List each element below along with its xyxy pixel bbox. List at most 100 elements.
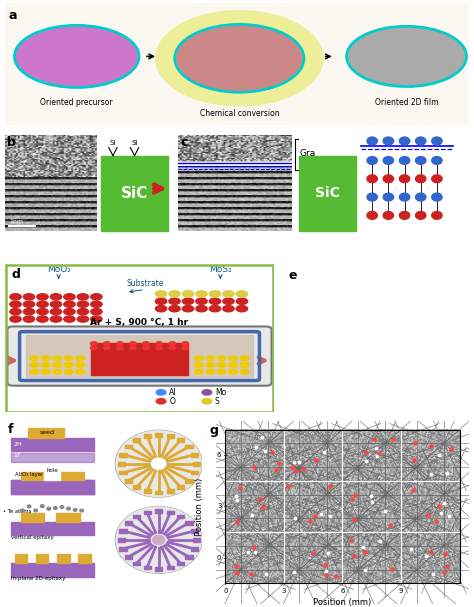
Point [317, 350, 324, 359]
Point [407, 299, 415, 308]
Point [435, 450, 442, 459]
Point [420, 300, 428, 310]
Circle shape [432, 211, 442, 219]
Circle shape [229, 369, 237, 374]
Point [424, 510, 431, 520]
Circle shape [130, 342, 136, 345]
Point [258, 432, 266, 441]
Ellipse shape [16, 27, 137, 86]
Point [394, 273, 401, 282]
Text: d: d [11, 268, 20, 281]
Text: MoS₂: MoS₂ [209, 265, 232, 274]
Point [347, 535, 355, 545]
Text: 2H: 2H [13, 442, 22, 447]
Point [303, 382, 310, 392]
Point [404, 359, 412, 368]
Point [331, 368, 338, 378]
Text: SiC: SiC [315, 186, 340, 200]
Bar [10, 563, 93, 577]
Bar [10, 453, 93, 462]
Point [419, 373, 426, 382]
Circle shape [23, 294, 35, 300]
Point [460, 328, 467, 337]
Bar [118, 462, 125, 466]
Circle shape [50, 294, 62, 300]
Point [329, 296, 337, 305]
Circle shape [80, 509, 83, 512]
Point [441, 376, 448, 385]
Point [449, 307, 456, 316]
Point [323, 264, 330, 274]
Point [436, 392, 443, 402]
Point [351, 293, 358, 302]
Point [336, 275, 344, 285]
Point [364, 404, 371, 413]
Point [340, 296, 348, 305]
Point [400, 387, 408, 397]
Point [451, 398, 459, 407]
Bar [191, 471, 198, 475]
Point [361, 547, 369, 557]
Point [416, 352, 424, 362]
Point [312, 455, 319, 465]
Point [293, 296, 301, 305]
Point [384, 358, 392, 367]
Point [436, 501, 443, 510]
Bar [119, 529, 127, 533]
Point [399, 388, 406, 398]
Point [316, 354, 323, 364]
Point [321, 373, 329, 382]
Point [348, 495, 356, 504]
Point [314, 326, 321, 336]
Point [338, 296, 346, 305]
Circle shape [42, 369, 50, 374]
Point [370, 435, 378, 444]
Circle shape [218, 369, 226, 374]
Point [447, 290, 455, 300]
Text: Gra: Gra [300, 149, 316, 158]
Point [414, 354, 422, 364]
Point [290, 457, 298, 467]
Text: c: c [181, 136, 188, 149]
Point [336, 296, 344, 305]
Point [438, 287, 445, 296]
Point [327, 370, 335, 380]
Point [410, 328, 418, 337]
Point [363, 266, 371, 276]
Circle shape [50, 301, 62, 307]
Point [409, 340, 416, 350]
Point [342, 307, 349, 316]
Point [432, 296, 440, 305]
Point [393, 370, 401, 379]
Point [308, 341, 315, 351]
Circle shape [130, 346, 136, 350]
Circle shape [383, 211, 393, 219]
Circle shape [67, 507, 70, 510]
Circle shape [156, 390, 166, 395]
Point [324, 327, 331, 336]
Bar [36, 554, 48, 563]
Point [395, 301, 402, 311]
Point [298, 316, 306, 325]
Point [291, 514, 299, 523]
Bar [192, 538, 200, 542]
Point [384, 304, 392, 313]
Point [420, 296, 428, 305]
Bar [342, 532, 401, 583]
Point [316, 376, 323, 385]
Point [314, 280, 322, 290]
Circle shape [229, 356, 237, 361]
Point [342, 296, 350, 305]
Point [442, 263, 449, 273]
Point [233, 561, 240, 571]
Point [400, 361, 408, 370]
Point [409, 395, 417, 405]
Point [395, 391, 403, 401]
Text: f: f [8, 423, 13, 436]
Circle shape [53, 362, 62, 367]
Circle shape [42, 356, 50, 361]
Point [314, 376, 321, 386]
Point [386, 521, 393, 531]
Bar [177, 515, 184, 518]
Point [411, 377, 419, 387]
